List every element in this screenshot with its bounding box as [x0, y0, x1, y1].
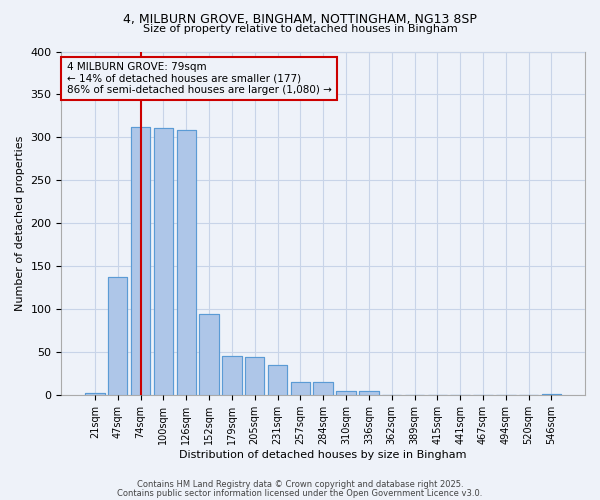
Bar: [290, 382, 310, 395]
X-axis label: Distribution of detached houses by size in Bingham: Distribution of detached houses by size …: [179, 450, 467, 460]
Bar: [154, 128, 173, 395]
Bar: [290, 382, 310, 395]
Text: Size of property relative to detached houses in Bingham: Size of property relative to detached ho…: [143, 24, 457, 34]
Bar: [222, 356, 242, 395]
Bar: [222, 356, 242, 395]
Bar: [542, 394, 561, 395]
Bar: [199, 314, 219, 395]
Bar: [131, 127, 150, 395]
Text: Contains HM Land Registry data © Crown copyright and database right 2025.: Contains HM Land Registry data © Crown c…: [137, 480, 463, 489]
Bar: [176, 130, 196, 395]
Bar: [542, 394, 561, 395]
Bar: [359, 391, 379, 395]
Bar: [313, 382, 333, 395]
Bar: [245, 356, 265, 395]
Bar: [85, 392, 104, 395]
Bar: [337, 391, 356, 395]
Bar: [85, 392, 104, 395]
Y-axis label: Number of detached properties: Number of detached properties: [15, 136, 25, 311]
Bar: [131, 127, 150, 395]
Text: Contains public sector information licensed under the Open Government Licence v3: Contains public sector information licen…: [118, 488, 482, 498]
Bar: [176, 130, 196, 395]
Bar: [268, 365, 287, 395]
Bar: [268, 365, 287, 395]
Bar: [108, 276, 127, 395]
Bar: [359, 391, 379, 395]
Text: 4 MILBURN GROVE: 79sqm
← 14% of detached houses are smaller (177)
86% of semi-de: 4 MILBURN GROVE: 79sqm ← 14% of detached…: [67, 62, 332, 95]
Bar: [108, 276, 127, 395]
Bar: [313, 382, 333, 395]
Text: 4, MILBURN GROVE, BINGHAM, NOTTINGHAM, NG13 8SP: 4, MILBURN GROVE, BINGHAM, NOTTINGHAM, N…: [123, 12, 477, 26]
Bar: [245, 356, 265, 395]
Bar: [337, 391, 356, 395]
Bar: [154, 128, 173, 395]
Bar: [199, 314, 219, 395]
